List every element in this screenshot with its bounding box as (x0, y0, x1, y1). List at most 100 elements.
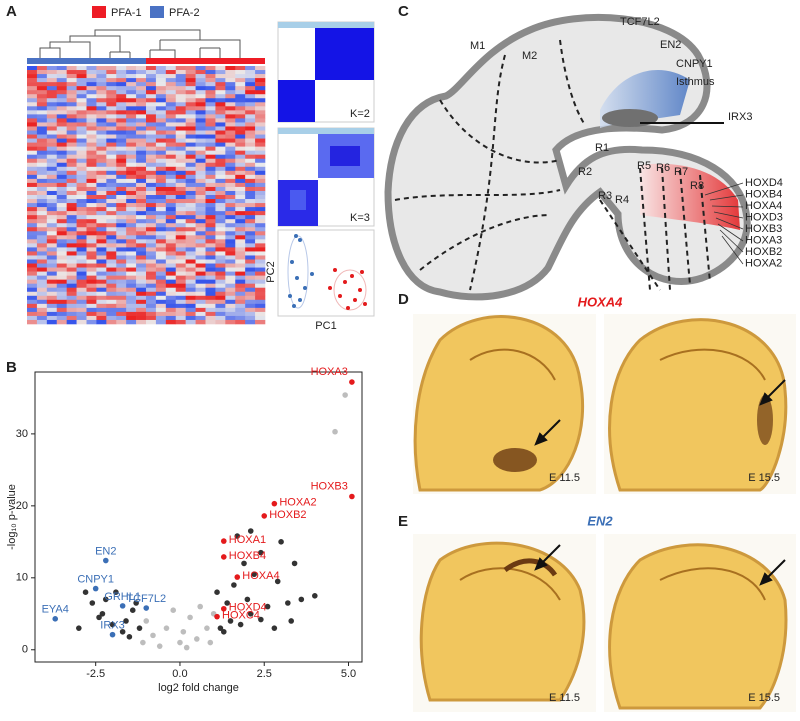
heat-cell (146, 162, 157, 168)
heat-cell (27, 162, 38, 168)
heat-cell (116, 126, 127, 131)
consensus-k2 (277, 21, 375, 123)
heat-cell (106, 130, 117, 135)
heat-cell (56, 231, 67, 236)
heat-cell (46, 227, 58, 232)
heat-cell (66, 299, 77, 305)
heat-cell (46, 243, 58, 248)
heat-cell (76, 215, 87, 220)
point (123, 618, 129, 624)
heat-cell (235, 126, 246, 131)
heat-cell (76, 182, 87, 188)
heat-cell (245, 207, 256, 212)
heat-cell (106, 231, 117, 236)
heat-cell (116, 307, 127, 313)
heat-cell (86, 227, 97, 232)
heat-cell (106, 251, 117, 256)
heat-cell (205, 186, 216, 192)
heat-cell (46, 287, 58, 293)
heat-cell (76, 207, 87, 212)
heat-cell (155, 227, 167, 232)
heat-cell (96, 199, 107, 204)
heat-cell (96, 235, 107, 240)
heat-cell (76, 190, 87, 196)
point (278, 539, 284, 545)
legend-swatch (92, 6, 106, 18)
heat-cell (146, 239, 157, 244)
heat-cell (185, 287, 196, 293)
heat-cell (235, 174, 246, 180)
heat-cell (116, 215, 127, 220)
heat-cell (86, 110, 97, 115)
heat-cell (116, 170, 127, 176)
heat-cell (56, 138, 67, 143)
heat-cell (136, 319, 147, 325)
heat-cell (185, 78, 196, 83)
heat-cell (205, 106, 216, 111)
heat-cell (255, 122, 266, 127)
heat-cell (146, 287, 157, 293)
heat-cell (225, 195, 236, 200)
heat-cell (96, 182, 107, 188)
heat-cell (96, 74, 107, 79)
heat-cell (116, 122, 127, 127)
heat-cell (96, 186, 107, 192)
heat-cell (36, 255, 48, 260)
heat-cell (106, 134, 117, 139)
heat-cell (56, 162, 67, 168)
heat-cell (175, 178, 186, 184)
heat-cell (86, 255, 97, 260)
gene-label: IRX3 (728, 111, 752, 123)
axis-label: PC1 (315, 320, 336, 332)
heat-cell (155, 98, 167, 103)
heat-cell (205, 82, 216, 87)
heat-cell (106, 66, 117, 71)
region-label: R5 (637, 160, 651, 172)
y-tick-label: 0 (22, 644, 28, 656)
heat-cell (255, 102, 266, 107)
heat-cell (36, 311, 48, 317)
heat-cell (146, 138, 157, 143)
heat-cell (126, 178, 137, 184)
heat-cell (36, 223, 48, 228)
heat-cell (185, 315, 196, 321)
heat-cell (27, 142, 38, 147)
heat-cell (36, 227, 48, 232)
heat-cell (136, 66, 147, 71)
heat-cell (155, 70, 167, 75)
heat-cell (56, 299, 67, 305)
heat-cell (136, 154, 147, 160)
heat-cell (86, 70, 97, 75)
heat-cell (235, 90, 246, 95)
heat-cell (195, 195, 206, 200)
heat-cell (215, 94, 226, 99)
heat-cell (106, 211, 117, 216)
heat-cell (215, 315, 226, 321)
heat-cell (46, 66, 58, 71)
heat-cell (126, 311, 137, 317)
heat-cell (136, 158, 147, 164)
heat-cell (185, 166, 196, 172)
heat-cell (76, 130, 87, 135)
heat-cell (235, 283, 246, 289)
heat-cell (255, 319, 266, 325)
heat-cell (36, 190, 48, 196)
heat-cell (146, 166, 157, 172)
heat-cell (136, 207, 147, 212)
heat-cell (255, 223, 266, 228)
heat-cell (235, 203, 246, 208)
heat-cell (185, 243, 196, 248)
heat-cell (66, 239, 77, 244)
heat-cell (106, 174, 117, 180)
heat-cell (215, 195, 226, 200)
heat-cell (155, 287, 167, 293)
heat-cell (116, 142, 127, 147)
heat-cell (136, 178, 147, 184)
heat-cell (36, 102, 48, 107)
heat-cell (245, 114, 256, 119)
heat-cell (225, 227, 236, 232)
heat-cell (185, 126, 196, 131)
heat-cell (106, 311, 117, 317)
heat-cell (86, 319, 97, 325)
heat-cell (36, 259, 48, 264)
